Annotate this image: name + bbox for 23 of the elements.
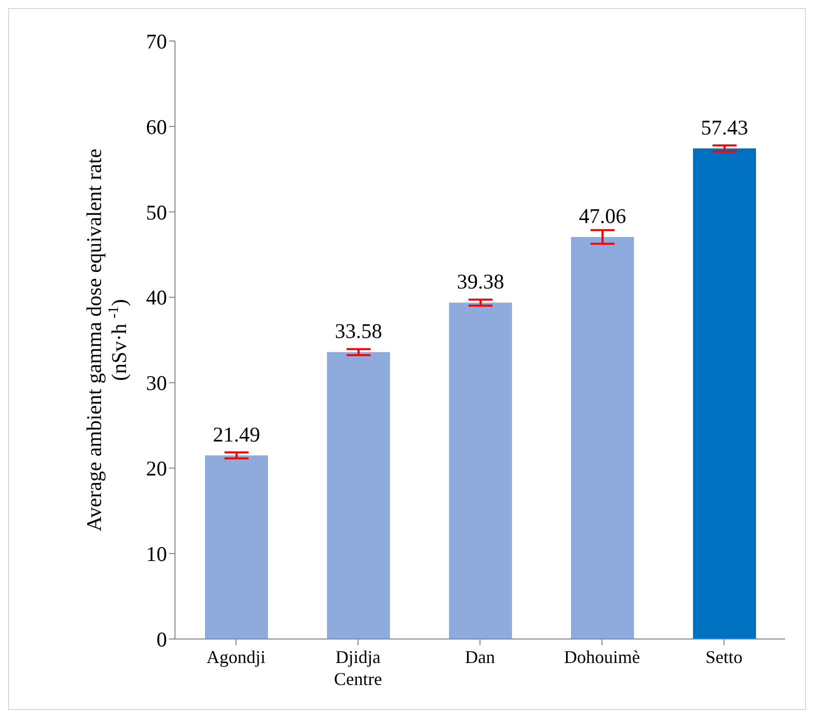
x-tick-label: Dan [465, 647, 495, 667]
x-tick-label: Dohouimè [564, 647, 640, 667]
x-tick-label: Djidja Centre [334, 647, 382, 689]
bar [205, 455, 268, 639]
data-label: 39.38 [456, 270, 504, 294]
data-label: 33.58 [334, 319, 382, 344]
y-tick-label: 30 [146, 371, 167, 396]
y-tick-label: 50 [146, 200, 167, 224]
bar [449, 302, 512, 639]
data-label: 57.43 [700, 115, 748, 140]
bar [327, 352, 390, 639]
x-tick-label: Setto [705, 647, 743, 667]
y-tick-label: 70 [146, 29, 167, 54]
data-label: 21.49 [212, 422, 260, 446]
y-tick-label: 20 [146, 456, 167, 481]
x-tick-label: Agondji [206, 647, 266, 667]
y-tick-label: 60 [146, 114, 167, 139]
data-label: 47.06 [578, 204, 626, 228]
y-tick-label: 10 [146, 542, 167, 566]
y-tick-label: 40 [146, 286, 167, 310]
bar [693, 148, 756, 639]
y-tick-label: 0 [156, 627, 167, 652]
bar [571, 236, 634, 639]
